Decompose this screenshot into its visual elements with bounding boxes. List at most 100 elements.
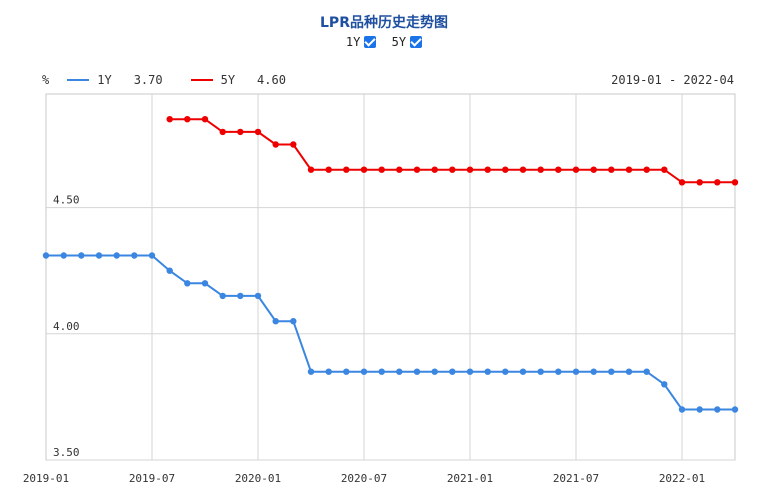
point-1Y-2020-08 (378, 368, 385, 375)
point-5Y-2021-08 (590, 166, 597, 173)
point-5Y-2021-05 (537, 166, 544, 173)
unit-label: % (42, 73, 50, 87)
date-range: 2019-01 - 2022-04 (611, 73, 734, 87)
point-1Y-2019-05 (113, 252, 120, 259)
x-tick-label-3: 2020-07 (341, 472, 387, 485)
point-1Y-2021-02 (484, 368, 491, 375)
point-1Y-2022-02 (696, 406, 703, 413)
point-1Y-2022-01 (678, 406, 686, 413)
point-1Y-2021-10 (625, 368, 633, 375)
point-1Y-2019-12 (237, 292, 244, 300)
point-5Y-2021-09 (608, 166, 615, 173)
y-tick-label-0: 4.50 (53, 194, 80, 207)
checkbox-1y-icon[interactable] (364, 36, 377, 48)
point-1Y-2021-12 (661, 381, 668, 388)
point-1Y-2021-09 (608, 368, 615, 375)
point-1Y-2021-01 (466, 368, 474, 375)
checkbox-5y-icon[interactable] (410, 36, 423, 48)
point-1Y-2019-09 (184, 280, 191, 287)
point-1Y-2022-04 (731, 406, 739, 413)
legend-name-5y: 5Y (220, 73, 236, 87)
point-5Y-2020-02 (272, 141, 279, 148)
point-1Y-2020-05 (325, 368, 332, 375)
point-1Y-2021-06 (555, 368, 562, 375)
toggle-1y[interactable]: 1Y (345, 35, 377, 49)
point-5Y-2020-07 (360, 166, 368, 173)
point-5Y-2022-04 (731, 179, 739, 186)
point-5Y-2019-12 (237, 128, 244, 136)
point-5Y-2021-07 (572, 166, 580, 173)
point-1Y-2019-01 (42, 252, 50, 259)
series-toggles: 1Y 5Y (0, 35, 768, 49)
point-5Y-2020-09 (396, 166, 403, 173)
point-5Y-2021-12 (661, 166, 668, 173)
point-1Y-2020-07 (360, 368, 368, 375)
toggle-5y[interactable]: 5Y (391, 35, 423, 49)
x-tick-label-4: 2021-01 (447, 472, 493, 485)
point-5Y-2020-03 (290, 141, 297, 148)
point-5Y-2019-11 (219, 128, 226, 136)
point-5Y-2021-04 (519, 166, 527, 173)
point-5Y-2020-12 (449, 166, 456, 173)
point-1Y-2021-04 (519, 368, 527, 375)
point-1Y-2019-10 (201, 280, 209, 287)
x-tick-label-6: 2022-01 (659, 472, 705, 485)
plot-frame (45, 93, 736, 461)
point-5Y-2020-08 (378, 166, 385, 173)
point-1Y-2019-11 (219, 292, 226, 300)
x-tick-label-1: 2019-07 (129, 472, 175, 485)
legend-line-1y-icon (67, 79, 90, 81)
point-5Y-2020-10 (413, 166, 421, 173)
point-1Y-2021-07 (572, 368, 580, 375)
point-1Y-2019-06 (131, 252, 138, 259)
x-tick-label-0: 2019-01 (23, 472, 69, 485)
point-1Y-2020-04 (307, 368, 315, 375)
point-5Y-2020-11 (431, 166, 438, 173)
point-5Y-2021-02 (484, 166, 491, 173)
point-1Y-2020-09 (396, 368, 403, 375)
chart-title: LPR品种历史走势图 (320, 15, 448, 31)
toggle-1y-label: 1Y (345, 35, 361, 49)
legend-value-5y: 4.60 (257, 73, 286, 87)
legend-item-5y: 5Y 4.60 (190, 73, 286, 87)
point-1Y-2020-01 (254, 292, 262, 300)
y-tick-label-2: 3.50 (53, 446, 80, 459)
point-1Y-2019-02 (60, 252, 67, 259)
point-5Y-2021-03 (502, 166, 509, 173)
point-1Y-2021-03 (502, 368, 509, 375)
point-5Y-2021-11 (643, 166, 650, 173)
y-tick-label-1: 4.00 (53, 320, 80, 333)
legend-value-1y: 3.70 (133, 73, 163, 87)
toggle-5y-label: 5Y (391, 35, 407, 49)
point-1Y-2019-07 (148, 252, 156, 259)
point-1Y-2019-08 (166, 267, 173, 274)
point-1Y-2020-03 (290, 318, 297, 325)
point-5Y-2020-05 (325, 166, 332, 173)
point-1Y-2021-05 (537, 368, 544, 375)
point-5Y-2022-03 (714, 179, 721, 186)
point-5Y-2020-06 (343, 166, 350, 173)
point-1Y-2021-11 (643, 368, 650, 375)
point-5Y-2021-01 (466, 166, 474, 173)
legend-item-1y: 1Y 3.70 (67, 73, 163, 87)
point-5Y-2019-08 (166, 116, 173, 123)
x-tick-label-5: 2021-07 (553, 472, 599, 485)
point-1Y-2020-11 (431, 368, 438, 375)
point-5Y-2022-01 (678, 179, 686, 186)
point-5Y-2020-01 (254, 128, 262, 136)
point-5Y-2022-02 (696, 179, 703, 186)
legend-line-5y-icon (190, 79, 213, 81)
x-tick-label-2: 2020-01 (235, 472, 281, 485)
point-1Y-2019-03 (78, 252, 85, 259)
point-5Y-2021-06 (555, 166, 562, 173)
point-5Y-2021-10 (625, 166, 633, 173)
point-1Y-2021-08 (590, 368, 597, 375)
point-5Y-2020-04 (307, 166, 315, 173)
series-line-1Y (46, 254, 735, 411)
point-5Y-2019-10 (201, 116, 209, 123)
point-5Y-2019-09 (184, 116, 191, 123)
point-1Y-2019-04 (95, 252, 103, 259)
chart-legend: % 1Y 3.70 5Y 4.60 (42, 73, 314, 87)
